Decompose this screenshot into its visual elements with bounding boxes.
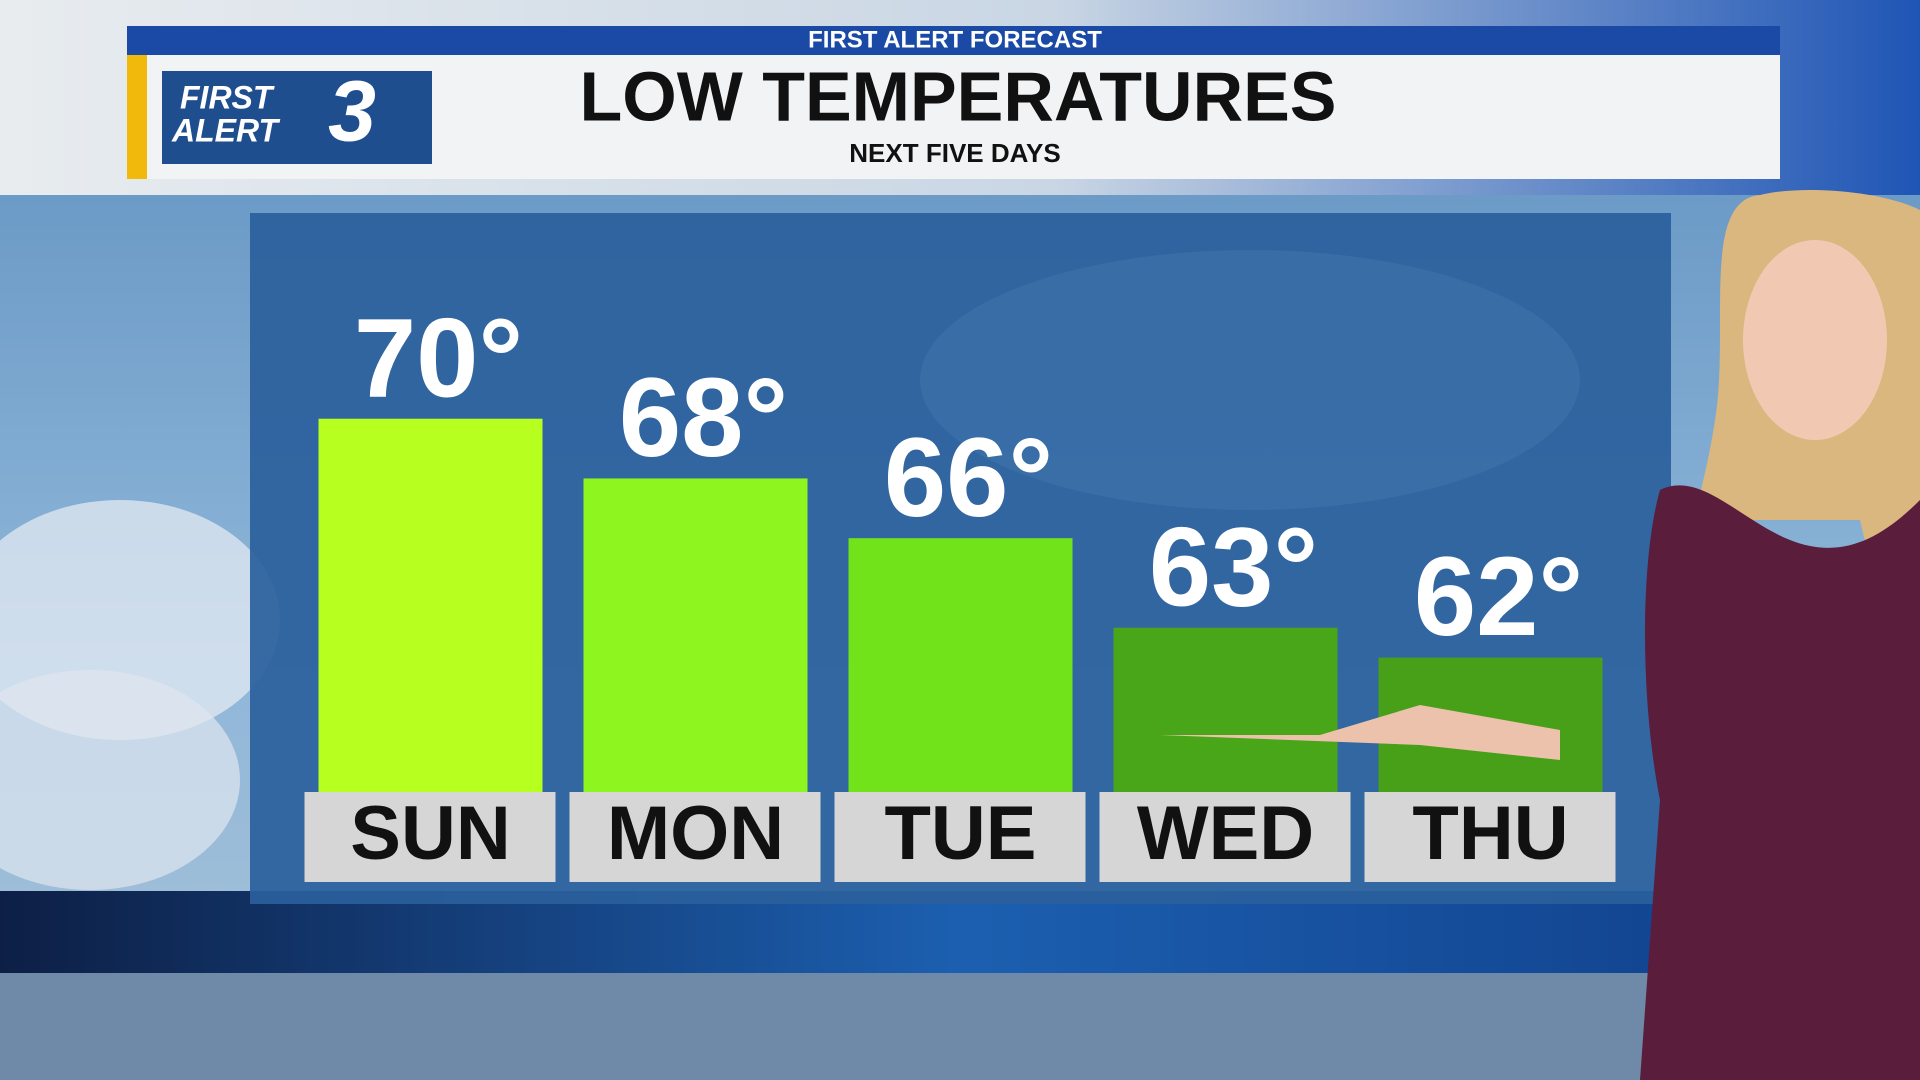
category-box (834, 792, 1086, 882)
header-bar (127, 26, 1780, 55)
x-tick-label: THU (1412, 791, 1568, 876)
dress (1640, 485, 1920, 1080)
x-tick-label: WED (1137, 791, 1314, 876)
category-box (569, 792, 821, 882)
chart-title: LOW TEMPERATURES (579, 57, 1336, 135)
x-tick-label: TUE (885, 791, 1037, 876)
floor-backdrop (0, 973, 1920, 1080)
arm (1160, 705, 1560, 760)
bar (318, 418, 543, 792)
value-label: 70° (354, 295, 523, 420)
logo-number: 3 (328, 64, 376, 160)
logo-text: ALERT (171, 112, 281, 148)
value-label: 66° (884, 415, 1053, 540)
value-label: 63° (1149, 504, 1318, 629)
bar (583, 478, 808, 792)
chart-subtitle: NEXT FIVE DAYS (849, 138, 1060, 168)
logo-text: FIRST (180, 79, 275, 115)
value-label: 62° (1414, 534, 1583, 659)
category-box (1099, 792, 1351, 882)
x-tick-label: SUN (350, 791, 510, 876)
cloud (0, 670, 240, 890)
presenter (1160, 190, 1920, 1080)
bottom-band (0, 891, 1920, 973)
category-box (304, 792, 556, 882)
value-label: 68° (619, 355, 788, 480)
category-box (1364, 792, 1616, 882)
cloud (920, 250, 1580, 510)
bar (848, 538, 1073, 792)
x-tick-label: MON (607, 791, 784, 876)
bar (1113, 627, 1338, 792)
face (1743, 240, 1887, 440)
accent-stripe (127, 55, 147, 179)
header-text: FIRST ALERT FORECAST (808, 26, 1102, 53)
logo (162, 71, 432, 164)
